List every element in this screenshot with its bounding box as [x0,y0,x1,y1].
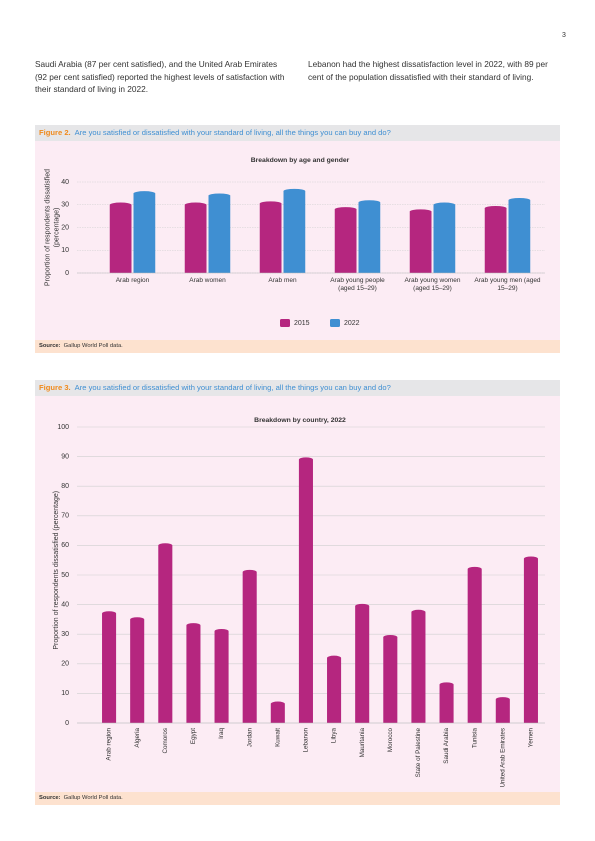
x-tick-label: Arab young women (aged 15–29) [404,277,461,292]
bar [523,556,538,723]
bar [186,623,201,723]
y-tick-label: 90 [61,453,69,460]
chart-panel: Breakdown by country, 2022 0 10 20 30 40 50 60 7… [35,396,560,792]
x-tick-label: Arab women [189,277,226,284]
bar [214,629,229,723]
paragraph: Saudi Arabia (87 per cent satisfied), an… [35,59,285,94]
y-axis-label: Proportion of respondents dissatisfied (… [44,168,61,286]
x-tick-label: Mauritania [359,728,366,758]
x-tick-label: Yemen [528,728,535,748]
bar [484,205,507,273]
x-tick-label: Kuwait [274,728,281,747]
figure-header: Figure 2. Are you satisfied or dissatisfi… [35,125,560,141]
y-tick-label: 30 [61,202,69,209]
figure-header: Figure 3. Are you satisfied or dissatisfi… [35,380,560,396]
figure-label: Figure 2. [39,128,71,137]
source: Source: Gallup World Poll data. [35,340,560,353]
bar [467,566,482,723]
source: Source: Gallup World Poll data. [35,792,560,805]
source-label: Source: [39,795,61,801]
paragraph: Lebanon had the highest dissatisfaction … [308,59,548,82]
figure-title: Are you satisfied or dissatisfied with y… [74,128,391,137]
y-tick-label: 60 [61,542,69,549]
bar [358,200,381,273]
bar [355,603,370,723]
y-tick-label: 10 [61,247,69,254]
bar [130,617,145,723]
x-tick-label: Lebanon [303,728,310,753]
x-tick-label: Arab men [268,277,297,284]
bar [409,209,432,273]
figure: Figure 2. Are you satisfied or dissatisfi… [35,125,560,353]
bar [298,457,313,723]
figure-title: Are you satisfied or dissatisfied with y… [74,383,391,392]
y-axis-label: Proportion of respondents dissatisfied (… [52,490,60,650]
bar [383,634,398,723]
bar [508,198,531,273]
chart: Breakdown by country, 2022 0 10 20 30 40 50 60 7… [57,417,545,788]
bar [411,609,426,723]
bar [327,655,342,723]
bar [495,697,510,723]
x-tick-label: Iraq [218,728,225,739]
chart: Breakdown by age and gender 0 10 20 30 40 2015… [61,157,545,327]
bar [270,701,285,723]
bar [242,569,257,723]
y-tick-label: 40 [61,601,69,608]
bar [208,193,231,273]
x-tick-label: Comoros [162,728,169,754]
y-tick-label: 20 [61,224,69,231]
bar [334,207,357,273]
y-tick-label: 30 [61,631,69,638]
bar [158,543,173,723]
figure-label: Figure 3. [39,383,71,392]
x-tick-label: Tunisia [471,728,478,749]
y-tick-label: 70 [61,513,69,520]
source-text: Gallup World Poll data. [63,795,123,801]
bar [259,201,282,273]
page-number: 3 [562,32,566,39]
legend-label: 2015 [294,320,310,327]
x-tick-label: Egypt [190,728,197,744]
bar [109,202,132,273]
y-tick-label: 0 [65,270,69,277]
source-label: Source: [39,343,61,349]
x-tick-label: Arab young men (aged 15–29) [474,277,541,292]
chart-panel: Breakdown by age and gender 0 10 20 30 40 2015… [35,141,560,340]
bar [184,202,207,273]
x-tick-label: United Arab Emirates [499,728,506,788]
bar [133,191,156,273]
y-tick-label: 100 [57,424,69,431]
x-tick-label: Saudi Arabia [443,728,450,764]
y-tick-label: 50 [61,572,69,579]
x-tick-label: Jordan [246,728,253,748]
bar [283,188,306,273]
bar [102,611,117,723]
figure: Figure 3. Are you satisfied or dissatisfi… [35,380,560,805]
legend-swatch [330,319,340,327]
x-tick-label: State of Palestine [415,728,422,778]
y-tick-label: 10 [61,690,69,697]
y-tick-label: 80 [61,483,69,490]
legend-label: 2022 [344,320,360,327]
y-tick-label: 0 [65,720,69,727]
y-tick-label: 20 [61,661,69,668]
x-tick-label: Libya [331,728,338,744]
chart-subtitle: Breakdown by age and gender [251,157,350,164]
bar [433,202,456,273]
x-tick-label: Arab young people (aged 15–29) [330,277,385,292]
bar [439,682,454,723]
x-tick-label: Morocco [387,728,394,753]
y-tick-label: 40 [61,179,69,186]
source-text: Gallup World Poll data. [63,343,123,349]
x-tick-label: Arab region [115,277,150,284]
x-tick-label: Arab region [106,728,113,761]
chart-subtitle: Breakdown by country, 2022 [254,417,346,424]
x-tick-label: Algeria [134,728,141,748]
legend-swatch [280,319,290,327]
